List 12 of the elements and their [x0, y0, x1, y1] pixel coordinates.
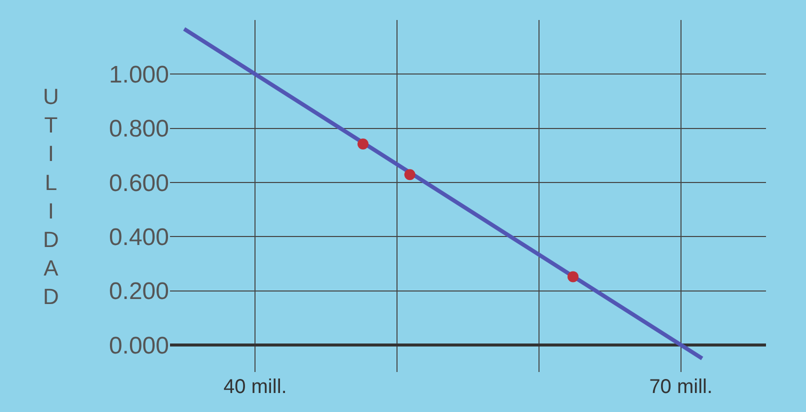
y-tick-label: 0.200 [108, 278, 169, 306]
y-axis-title: UTILIDAD [43, 84, 59, 310]
point [568, 271, 579, 282]
y-tick-label: 0.800 [108, 116, 169, 143]
y-tick-label: 0.600 [108, 170, 169, 197]
x-tick-label: 70 mill. [649, 376, 713, 398]
point [357, 138, 368, 150]
x-tick-label: 40 mill. [223, 376, 287, 398]
y-tick-label: 0.400 [108, 224, 169, 252]
y-tick-label: 0.000 [108, 332, 169, 360]
y-tick-label: 1.000 [108, 62, 169, 89]
point [404, 169, 416, 180]
